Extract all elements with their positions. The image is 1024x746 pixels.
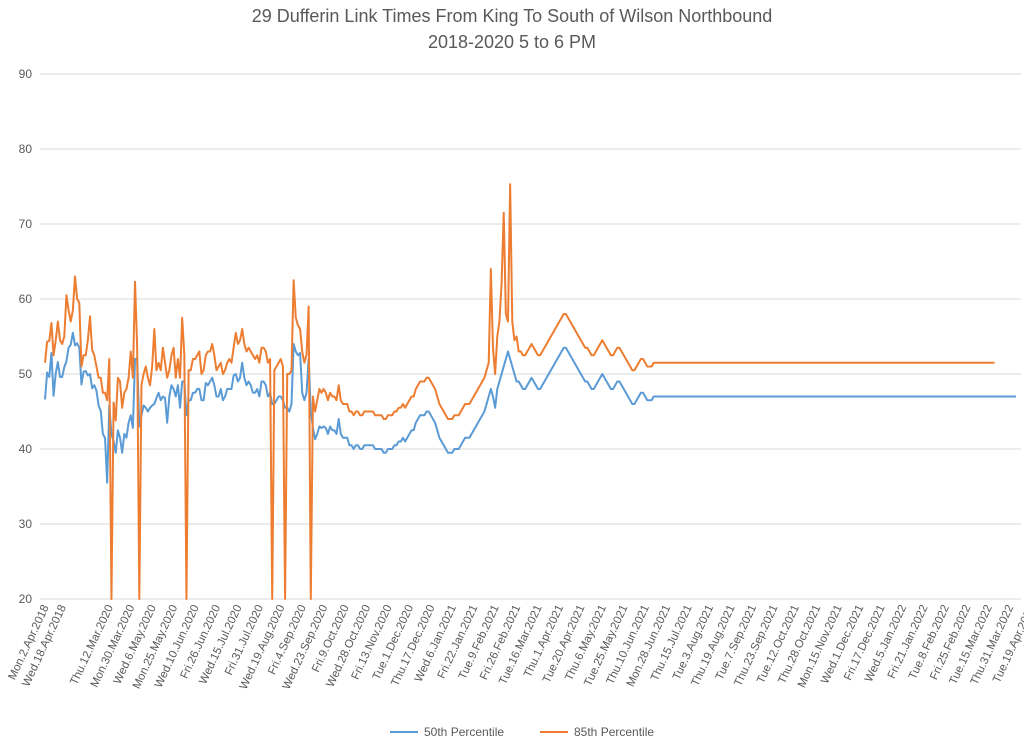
- y-tick-label: 30: [19, 517, 33, 531]
- y-tick-label: 70: [19, 217, 33, 231]
- y-tick-label: 40: [19, 442, 33, 456]
- legend-label-2: 85th Percentile: [574, 725, 654, 739]
- series-line-1: [44, 331, 1016, 484]
- y-tick-label: 80: [19, 142, 33, 156]
- chart-subtitle: 2018-2020 5 to 6 PM: [427, 32, 597, 52]
- y-tick-label: 20: [19, 592, 33, 606]
- y-tick-label: 90: [19, 67, 33, 81]
- legend-label-1: 50th Percentile: [424, 725, 504, 739]
- y-tick-label: 60: [19, 292, 33, 306]
- chart-title: 29 Dufferin Link Times From King To Sout…: [251, 6, 773, 26]
- y-tick-label: 50: [19, 367, 33, 381]
- series-line-2: [44, 183, 995, 600]
